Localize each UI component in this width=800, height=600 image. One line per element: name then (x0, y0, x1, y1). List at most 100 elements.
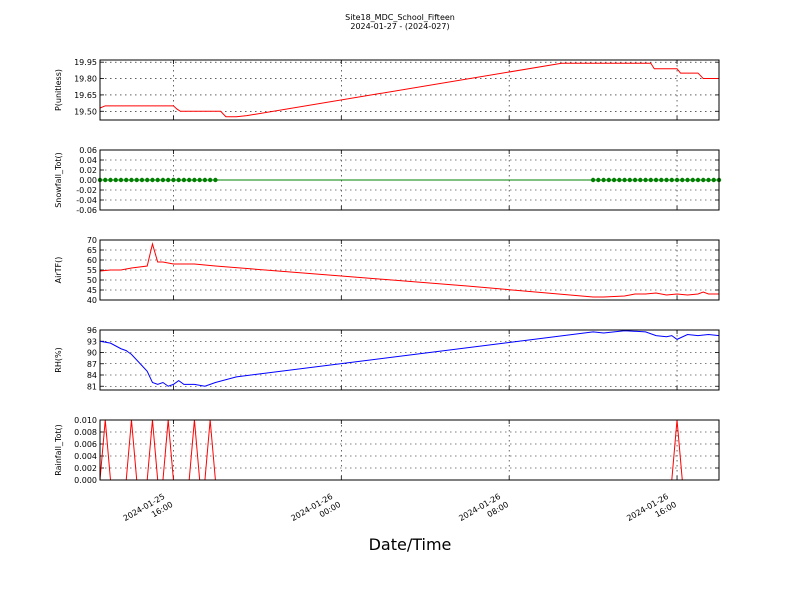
y-tick-label: 0.010 (74, 416, 97, 425)
data-point (202, 177, 208, 183)
y-tick-label: -0.06 (76, 206, 97, 215)
data-point (685, 177, 690, 183)
data-point (680, 177, 685, 183)
panel-5: 0.010 0.008 0.006 0.004 0.002 0.000 Rainfall_T… (54, 416, 720, 485)
series-line (99, 62, 719, 118)
data-point (701, 177, 706, 183)
panels: 19.9519.8019.6519.50P(unitless)0.060.040… (54, 58, 722, 485)
y-tick-label: 55 (87, 266, 97, 275)
series-line (99, 330, 720, 387)
data-point (124, 177, 129, 183)
y-tick-label: 19.80 (74, 75, 97, 84)
y-tick-label: 0.04 (79, 156, 97, 165)
data-point (706, 177, 711, 183)
y-tick-label: -0.02 (76, 186, 97, 195)
data-point (155, 177, 160, 183)
plot-frame (99, 59, 720, 121)
data-point (139, 177, 145, 183)
data-point (207, 177, 213, 183)
data-point (171, 177, 176, 183)
y-tick-label: 0.06 (79, 146, 97, 155)
y-tick-label: 0.002 (74, 464, 97, 473)
figure-title: Site18_MDC_School_Fifteen (345, 13, 455, 22)
plot-frame (99, 419, 720, 481)
data-point (695, 177, 701, 183)
data-point (669, 177, 674, 183)
y-tick-label: 0.006 (74, 440, 97, 449)
y-tick-label: 40 (87, 296, 97, 305)
data-point (113, 177, 118, 183)
y-tick-label: 87 (87, 360, 97, 369)
data-point (108, 177, 113, 183)
y-tick-label: 19.65 (74, 91, 97, 100)
y-tick-label: -0.04 (76, 196, 97, 205)
plot-frame (99, 329, 720, 391)
y-tick-label: 19.95 (74, 58, 97, 67)
y-tick-label: 19.50 (74, 107, 97, 116)
data-point (622, 177, 627, 183)
y-tick-label: 0.000 (74, 476, 97, 485)
data-point (181, 177, 187, 183)
y-tick-label: 0.00 (79, 176, 97, 185)
y-axis-label: AirTF() (54, 257, 63, 284)
data-point (160, 177, 166, 183)
y-axis-label: Rainfall_Tot() (54, 424, 63, 476)
data-point (632, 177, 638, 183)
data-point (165, 177, 171, 183)
data-point (197, 177, 202, 183)
y-tick-label: 0.008 (74, 428, 97, 437)
data-point (611, 177, 617, 183)
data-point (648, 177, 654, 183)
panel-1: 19.95 19.80 19.65 19.50 P(unitless) (54, 58, 720, 121)
x-axis-label: Date/Time (369, 535, 452, 554)
data-point (653, 177, 659, 183)
y-tick-label: 96 (87, 326, 97, 335)
data-point (134, 177, 139, 183)
y-axis-label: P(unitless) (54, 69, 63, 111)
data-point (176, 177, 181, 183)
plot-frame (99, 239, 720, 301)
y-tick-label: 90 (87, 349, 97, 358)
y-tick-label: 65 (87, 246, 97, 255)
data-point (627, 177, 633, 183)
y-axis-label: Snowfall_Tot() (54, 152, 63, 208)
y-tick-label: 0.02 (79, 166, 97, 175)
data-point (601, 177, 606, 183)
y-tick-label: 50 (87, 276, 97, 285)
data-point (711, 177, 716, 183)
data-point (590, 177, 596, 183)
y-tick-label: 45 (87, 286, 97, 295)
figure-subtitle: 2024-01-27 - (2024-027) (350, 22, 449, 31)
y-tick-label: 70 (87, 236, 97, 245)
data-point (596, 177, 601, 183)
y-tick-label: 84 (87, 371, 97, 380)
y-tick-label: 81 (87, 382, 97, 391)
data-point (617, 177, 622, 183)
data-point (186, 177, 192, 183)
data-point (643, 177, 648, 183)
data-point (674, 177, 680, 183)
data-point (145, 177, 150, 183)
data-point (606, 177, 612, 183)
data-point (103, 177, 108, 183)
data-point (664, 177, 669, 183)
data-point (129, 177, 134, 183)
series-line (99, 419, 719, 481)
y-axis-label: RH(%) (54, 347, 63, 372)
plot-frame (99, 149, 720, 211)
data-point (150, 177, 155, 183)
data-point (638, 177, 643, 183)
y-tick-label: 0.004 (74, 452, 97, 461)
data-point (192, 177, 197, 183)
series-line (99, 242, 719, 298)
data-point (659, 177, 664, 183)
data-point (118, 177, 124, 183)
panel-4: 96 93 90 87 84 81 RH(%) (54, 326, 720, 391)
panel-2: 0.060.040.020.00-0.02-0.04-0.06 Snowfall_… (54, 146, 722, 215)
y-tick-label: 93 (87, 337, 97, 346)
data-point (690, 177, 695, 183)
data-point (213, 177, 218, 183)
